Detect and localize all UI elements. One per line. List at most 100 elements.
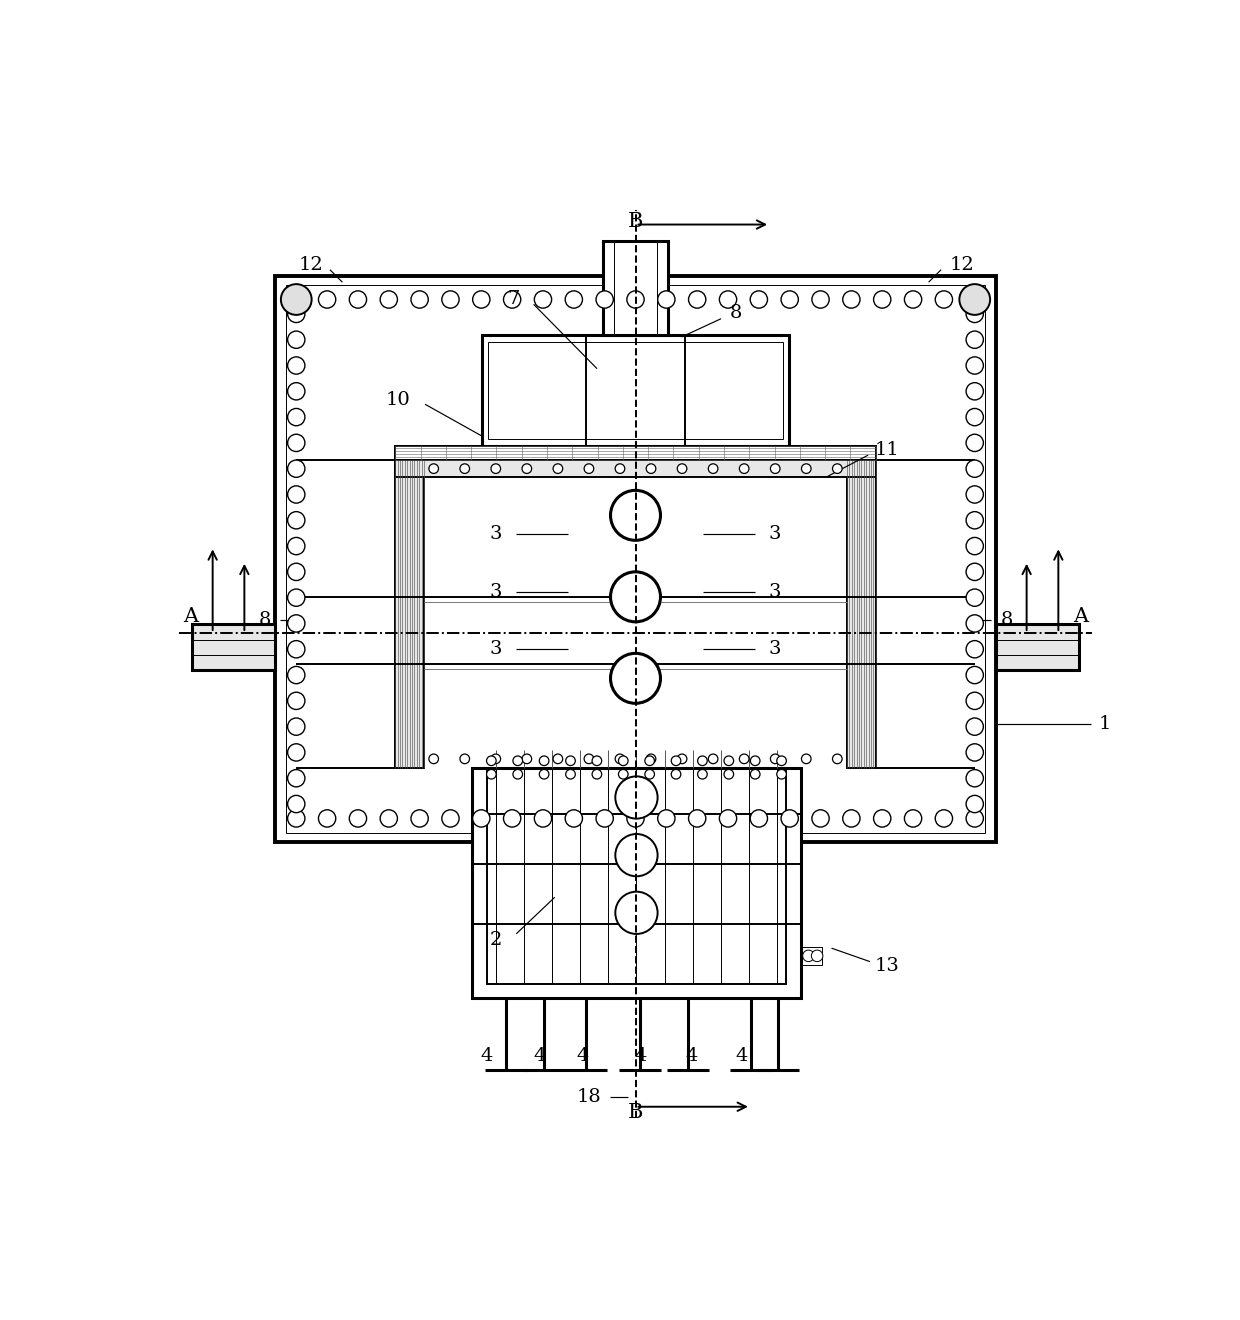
Circle shape <box>935 290 952 308</box>
Circle shape <box>281 284 311 315</box>
Circle shape <box>966 667 983 684</box>
Circle shape <box>724 756 734 766</box>
Circle shape <box>677 463 687 474</box>
Circle shape <box>534 809 552 828</box>
Circle shape <box>645 770 655 779</box>
Circle shape <box>565 756 575 766</box>
Bar <box>396 446 875 459</box>
Circle shape <box>539 756 549 766</box>
Circle shape <box>486 756 496 766</box>
Circle shape <box>565 809 583 828</box>
Text: 4: 4 <box>634 1047 646 1065</box>
Circle shape <box>534 290 552 308</box>
Text: 2: 2 <box>490 932 502 949</box>
Bar <box>396 459 875 478</box>
Circle shape <box>719 809 737 828</box>
Circle shape <box>966 290 983 308</box>
Circle shape <box>350 290 367 308</box>
Circle shape <box>935 809 952 828</box>
Circle shape <box>288 356 305 374</box>
Circle shape <box>596 809 614 828</box>
Bar <box>472 767 801 998</box>
Bar <box>875 459 975 767</box>
Text: 18: 18 <box>577 1088 601 1106</box>
Circle shape <box>966 615 983 632</box>
Circle shape <box>619 770 629 779</box>
Circle shape <box>288 305 305 322</box>
Bar <box>481 335 789 446</box>
Circle shape <box>770 463 780 474</box>
Circle shape <box>801 463 811 474</box>
Circle shape <box>288 537 305 554</box>
Circle shape <box>646 463 656 474</box>
Circle shape <box>288 564 305 581</box>
Text: 11: 11 <box>875 441 900 459</box>
Text: 1: 1 <box>1099 715 1111 734</box>
Bar <box>603 240 668 335</box>
Text: 12: 12 <box>950 256 975 275</box>
Circle shape <box>812 290 830 308</box>
Circle shape <box>615 892 657 935</box>
Circle shape <box>966 770 983 787</box>
Circle shape <box>319 809 336 828</box>
Circle shape <box>750 809 768 828</box>
Text: 10: 10 <box>386 392 410 409</box>
Bar <box>486 767 786 983</box>
Circle shape <box>584 463 594 474</box>
Circle shape <box>776 756 786 766</box>
Circle shape <box>513 770 522 779</box>
Circle shape <box>657 809 675 828</box>
Circle shape <box>288 743 305 762</box>
Text: 12: 12 <box>299 256 324 275</box>
Circle shape <box>657 290 675 308</box>
Circle shape <box>491 754 501 764</box>
Circle shape <box>966 564 983 581</box>
Text: 8: 8 <box>258 611 270 630</box>
Bar <box>801 948 822 965</box>
Circle shape <box>966 486 983 503</box>
Circle shape <box>615 834 657 876</box>
Circle shape <box>596 290 614 308</box>
Circle shape <box>627 809 644 828</box>
Text: 8: 8 <box>730 304 743 322</box>
Circle shape <box>966 809 983 828</box>
Circle shape <box>966 589 983 606</box>
Circle shape <box>832 754 842 764</box>
Circle shape <box>966 408 983 426</box>
Circle shape <box>750 290 768 308</box>
Circle shape <box>904 809 921 828</box>
Text: A: A <box>184 607 198 626</box>
Circle shape <box>739 463 749 474</box>
Circle shape <box>522 463 532 474</box>
Circle shape <box>381 809 398 828</box>
Circle shape <box>288 408 305 426</box>
Text: 3: 3 <box>769 582 781 601</box>
Text: B: B <box>627 213 644 231</box>
Circle shape <box>410 809 428 828</box>
Circle shape <box>584 754 594 764</box>
Text: B: B <box>627 1104 644 1122</box>
Bar <box>396 446 875 459</box>
Circle shape <box>739 754 749 764</box>
Text: 4: 4 <box>735 1047 748 1065</box>
Circle shape <box>966 640 983 657</box>
Circle shape <box>591 770 601 779</box>
Circle shape <box>288 640 305 657</box>
Circle shape <box>460 754 470 764</box>
Circle shape <box>503 809 521 828</box>
Bar <box>275 276 996 842</box>
Text: 4: 4 <box>480 1047 492 1065</box>
Circle shape <box>966 356 983 374</box>
Circle shape <box>904 290 921 308</box>
Text: 4: 4 <box>533 1047 546 1065</box>
Circle shape <box>802 950 815 962</box>
Circle shape <box>619 756 629 766</box>
Circle shape <box>522 754 532 764</box>
Circle shape <box>288 331 305 348</box>
Circle shape <box>671 756 681 766</box>
Text: 4: 4 <box>577 1047 589 1065</box>
Circle shape <box>960 284 990 315</box>
Circle shape <box>460 463 470 474</box>
Circle shape <box>671 770 681 779</box>
Circle shape <box>708 754 718 764</box>
